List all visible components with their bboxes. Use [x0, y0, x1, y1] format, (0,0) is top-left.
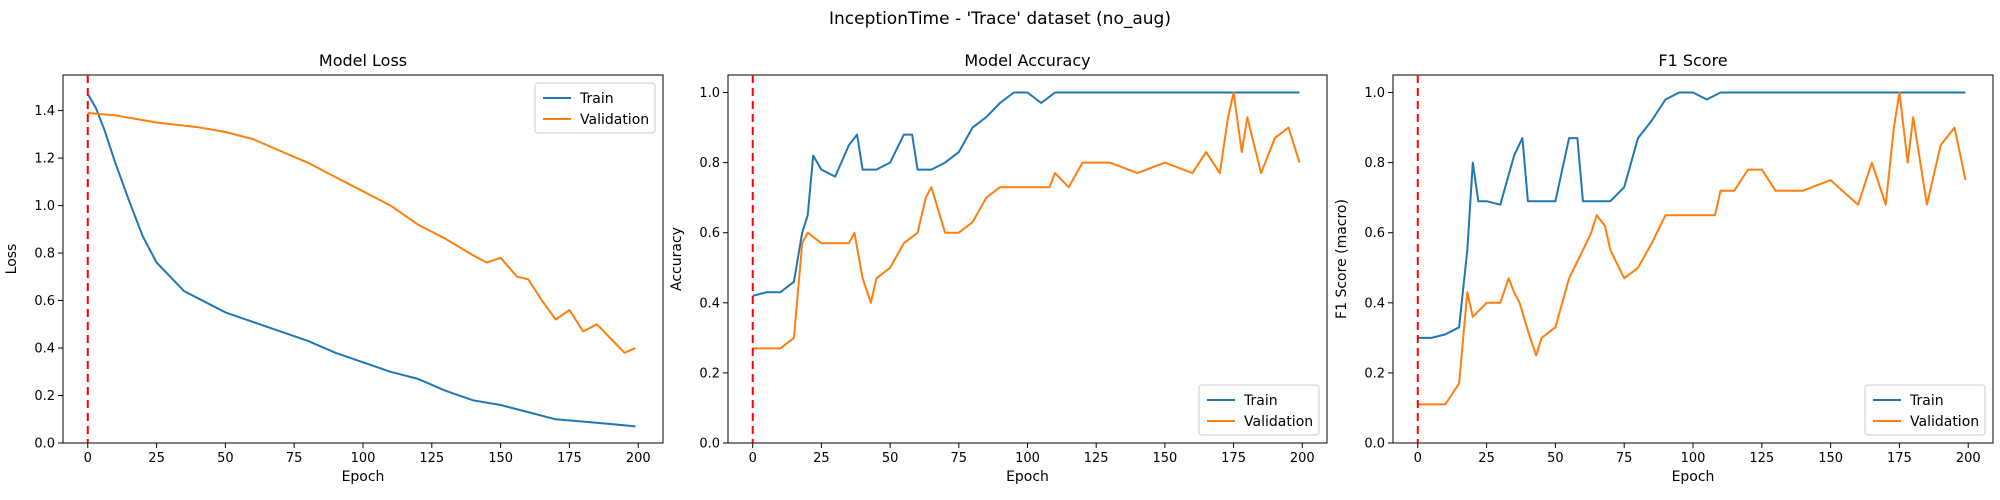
chart-title: Model Loss: [319, 51, 407, 70]
y-tick-label: 0.0: [34, 437, 55, 452]
y-tick-label: 0.0: [1364, 437, 1385, 452]
y-axis-label: Accuracy: [669, 227, 685, 291]
x-tick-label: 175: [1887, 451, 1912, 466]
chart-panel-1: Model Loss 0 25 50 75 100 125 150 175 200 0.0 0.2 0.…: [4, 51, 664, 485]
series-line-validation: [1417, 91, 1967, 406]
chart-panel-3: F1 Score 0 25 50 75 100 125 150 175 200 0.0 0.2 0.4 0…: [1334, 51, 1994, 485]
legend-label-validation: Validation: [1244, 414, 1313, 430]
y-tick-label: 0.6: [34, 294, 55, 309]
y-tick-label: 0.0: [699, 437, 720, 452]
legend-label-validation: Validation: [1910, 414, 1979, 430]
x-axis-label: Epoch: [1672, 469, 1715, 485]
x-tick-label: 200: [626, 451, 651, 466]
chart-title: Model Accuracy: [964, 51, 1090, 70]
legend-label-train: Train: [1243, 393, 1278, 409]
y-tick-label: 0.4: [1364, 296, 1385, 311]
x-tick-label: 125: [1084, 451, 1109, 466]
y-tick-label: 0.4: [699, 296, 720, 311]
legend-label-validation: Validation: [580, 112, 649, 128]
series-line-validation: [87, 112, 636, 354]
legend: Train Validation: [534, 82, 656, 134]
series-line-validation: [752, 91, 1301, 350]
x-tick-label: 175: [1221, 451, 1246, 466]
y-tick-label: 0.8: [34, 247, 55, 262]
legend-label-train: Train: [1909, 393, 1944, 409]
y-tick-label: 0.6: [1364, 226, 1385, 241]
y-tick-label: 0.8: [1364, 156, 1385, 171]
x-tick-label: 150: [488, 451, 513, 466]
legend: Train Validation: [1864, 384, 1986, 436]
x-tick-label: 75: [951, 451, 968, 466]
figure-suptitle: InceptionTime - 'Trace' dataset (no_aug): [829, 9, 1171, 29]
y-axis-label: F1 Score (macro): [1334, 199, 1350, 319]
series-line-train: [1417, 91, 1966, 339]
x-tick-label: 0: [1414, 451, 1422, 466]
y-tick-label: 0.8: [699, 156, 720, 171]
x-tick-label: 75: [1616, 451, 1633, 466]
y-tick-label: 1.0: [699, 86, 720, 101]
legend-box: [1198, 384, 1320, 436]
legend-box: [534, 82, 656, 134]
y-axis-label: Loss: [4, 244, 20, 275]
x-tick-label: 125: [419, 451, 444, 466]
chart-title: F1 Score: [1658, 51, 1727, 70]
series-line-train: [86, 93, 636, 428]
x-tick-label: 0: [84, 451, 92, 466]
x-tick-label: 200: [1290, 451, 1315, 466]
x-tick-label: 100: [1015, 451, 1040, 466]
x-axis-label: Epoch: [1006, 469, 1049, 485]
x-tick-label: 25: [1478, 451, 1495, 466]
legend: Train Validation: [1198, 384, 1320, 436]
y-tick-label: 0.2: [1364, 366, 1385, 381]
x-tick-label: 100: [1681, 451, 1706, 466]
y-tick-label: 1.4: [34, 104, 55, 119]
y-tick-label: 0.2: [34, 389, 55, 404]
x-tick-label: 150: [1818, 451, 1843, 466]
x-tick-label: 100: [351, 451, 376, 466]
x-tick-label: 50: [217, 451, 234, 466]
x-tick-label: 175: [557, 451, 582, 466]
x-tick-label: 25: [813, 451, 830, 466]
y-tick-label: 1.0: [1364, 86, 1385, 101]
x-axis-label: Epoch: [342, 469, 385, 485]
legend-label-train: Train: [579, 91, 614, 107]
y-tick-label: 1.0: [34, 199, 55, 214]
x-tick-label: 200: [1956, 451, 1981, 466]
x-tick-label: 25: [148, 451, 165, 466]
x-tick-label: 50: [1547, 451, 1564, 466]
x-tick-label: 75: [286, 451, 303, 466]
y-tick-label: 1.2: [34, 152, 55, 167]
y-tick-label: 0.4: [34, 342, 55, 357]
x-tick-label: 150: [1152, 451, 1177, 466]
x-tick-label: 50: [882, 451, 899, 466]
y-tick-label: 0.2: [699, 366, 720, 381]
series-line-train: [752, 91, 1300, 297]
x-tick-label: 125: [1749, 451, 1774, 466]
y-tick-label: 0.6: [699, 226, 720, 241]
legend-box: [1864, 384, 1986, 436]
x-tick-label: 0: [749, 451, 757, 466]
chart-panel-2: Model Accuracy 0 25 50 75 100 125 150 175 200 0.0 0…: [669, 51, 1328, 485]
